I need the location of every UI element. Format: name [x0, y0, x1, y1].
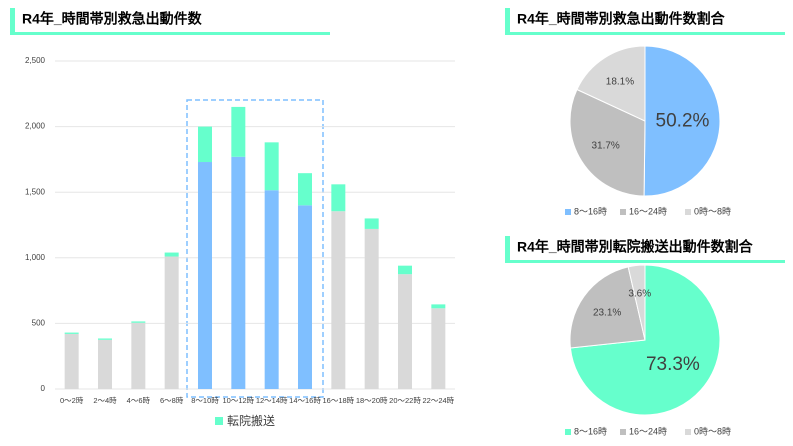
chart-title: R4年_時間帯別転院搬送出動件数割合 — [517, 239, 754, 255]
title-underline — [505, 32, 785, 35]
bar-segment — [131, 321, 146, 323]
y-tick-label: 2,000 — [25, 122, 46, 131]
bar-segment — [331, 184, 346, 212]
legend-label: 転院搬送 — [227, 413, 275, 428]
bar-segment — [264, 190, 279, 389]
pie-slice — [569, 88, 646, 197]
x-tick-label: 16～18時 — [322, 396, 354, 405]
bar-segment — [264, 142, 279, 191]
bar-segment — [198, 162, 212, 389]
x-tick-label: 6～8時 — [160, 396, 184, 405]
legend-swatch — [565, 209, 571, 215]
legend-swatch — [685, 209, 691, 215]
x-tick-label: 22～24時 — [422, 396, 454, 405]
title-underline — [505, 260, 785, 263]
bar-segment — [131, 322, 146, 389]
y-tick-label: 1,500 — [25, 187, 46, 196]
legend-swatch — [620, 429, 626, 435]
bar-segment — [298, 205, 312, 389]
x-tick-label: 14～16時 — [289, 396, 321, 405]
bar-segment — [198, 126, 212, 163]
y-tick-label: 1,000 — [25, 253, 46, 262]
legend-label: 8～16時 — [574, 426, 607, 436]
bar-segment — [231, 106, 246, 157]
legend-swatch — [565, 429, 571, 435]
bar-segment — [64, 332, 79, 334]
bar-segment — [431, 304, 446, 309]
legend-label: 0時～8時 — [694, 206, 731, 216]
legend-label: 8～16時 — [574, 206, 607, 216]
data-label: 18.1% — [606, 76, 634, 87]
x-tick-label: 8～10時 — [191, 396, 219, 405]
legend-label: 16～24時 — [629, 426, 667, 436]
title-accent — [10, 8, 15, 34]
title-underline — [10, 32, 330, 35]
bar-segment — [231, 156, 246, 389]
x-tick-label: 18～20時 — [356, 396, 388, 405]
highlight-box — [186, 99, 324, 398]
title-accent — [505, 236, 510, 262]
pie-slice — [643, 45, 721, 197]
data-label: 23.1% — [593, 308, 621, 319]
x-tick-label: 12～14時 — [256, 396, 288, 405]
bar-segment — [98, 339, 112, 389]
data-label: 73.3% — [646, 354, 700, 375]
pie-slice — [569, 266, 646, 349]
bar-segment — [331, 211, 346, 389]
y-tick-label: 2,500 — [25, 56, 46, 65]
title-accent — [505, 8, 510, 34]
bar-segment — [164, 256, 179, 389]
pie-slice — [576, 45, 646, 122]
x-tick-label: 20～22時 — [389, 396, 421, 405]
y-tick-label: 500 — [32, 319, 46, 328]
chart-title: R4年_時間帯別救急出動件数割合 — [517, 11, 726, 27]
data-label: 3.6% — [628, 288, 651, 299]
legend-swatch — [685, 429, 691, 435]
chart-title: R4年_時間帯別救急出動件数 — [22, 11, 203, 27]
x-tick-label: 4～6時 — [127, 396, 151, 405]
pie-slice — [627, 264, 646, 341]
y-tick-label: 0 — [41, 384, 46, 393]
bar-segment — [431, 308, 446, 389]
bar-segment — [398, 274, 412, 389]
x-tick-label: 0～2時 — [60, 396, 84, 405]
bar-segment — [164, 252, 179, 257]
bar-segment — [64, 333, 79, 389]
data-label: 31.7% — [591, 140, 619, 151]
bar-segment — [298, 173, 312, 206]
x-tick-label: 10～12時 — [222, 396, 254, 405]
x-tick-label: 2～4時 — [93, 396, 117, 405]
legend-label: 16～24時 — [629, 206, 667, 216]
bar-segment — [98, 338, 112, 340]
bar-segment — [364, 218, 379, 229]
bar-segment — [398, 265, 412, 275]
data-label: 50.2% — [656, 110, 710, 131]
legend-swatch — [215, 417, 223, 425]
legend-label: 0時～8時 — [694, 426, 731, 436]
legend-swatch — [620, 209, 626, 215]
bar-segment — [364, 228, 379, 389]
